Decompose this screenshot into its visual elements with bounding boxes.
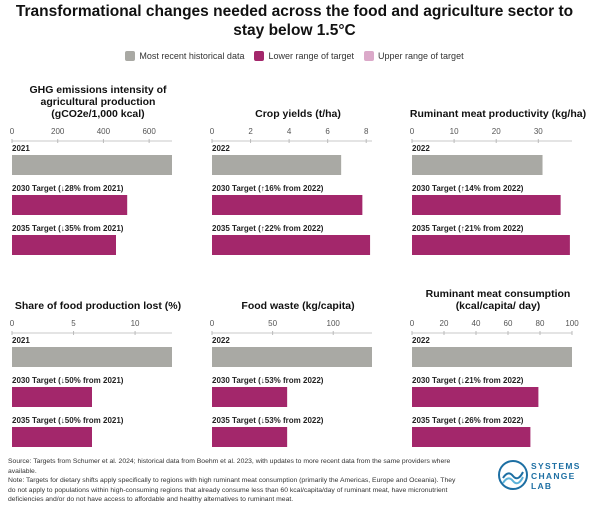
legend-label-upper: Upper range of target — [378, 51, 464, 61]
bar-label: 2030 Target (↓21% from 2022) — [412, 376, 524, 385]
x-tick-label: 0 — [10, 127, 15, 136]
x-tick-label: 10 — [131, 319, 140, 328]
chart-svg: 0 5 10 2021 2030 Target (↓50% from 2021) 2035… — [10, 319, 172, 447]
x-tick-label: 0 — [10, 319, 15, 328]
x-tick-label: 80 — [536, 319, 545, 328]
x-tick-label: 200 — [51, 127, 65, 136]
footer-note: Note: Targets for dietary shifts apply s… — [8, 477, 456, 503]
bar-label: 2035 Target (↑21% from 2022) — [412, 224, 524, 233]
panel-ruminant-consumption: Ruminant meat consumption (kcal/capita/ … — [408, 272, 588, 447]
panel-title: GHG emissions intensity of agricultural … — [29, 84, 167, 120]
bar-historical — [12, 347, 172, 367]
bar-label: 2035 Target (↓26% from 2022) — [412, 416, 524, 425]
bar-label: 2022 — [412, 336, 430, 345]
legend-label-lower: Lower range of target — [268, 51, 355, 61]
legend-swatch-lower — [254, 51, 265, 61]
x-tick-label: 0 — [410, 319, 415, 328]
bar-lower — [12, 427, 92, 447]
panel-ruminant-productivity: Ruminant meat productivity (kg/ha) 0 10 20… — [408, 80, 588, 255]
x-tick-label: 20 — [492, 127, 501, 136]
bar-lower — [412, 387, 539, 407]
bar-lower — [212, 235, 371, 255]
bar-label: 2022 — [212, 144, 230, 153]
legend-item-lower: Lower range of target — [254, 51, 354, 61]
x-tick-label: 2 — [248, 127, 253, 136]
x-tick-label: 10 — [450, 127, 459, 136]
panel-title: Ruminant meat productivity (kg/ha) — [409, 108, 587, 120]
systems-change-lab-logo: SYSTEMS CHANGE LAB — [497, 456, 587, 496]
x-tick-label: 8 — [364, 127, 369, 136]
bar-lower — [12, 387, 92, 407]
bar-historical — [412, 347, 572, 367]
footer-source: Source: Targets from Schumer et al. 2024… — [8, 458, 451, 475]
bar-historical — [212, 155, 342, 175]
bar-label: 2035 Target (↓53% from 2022) — [212, 416, 324, 425]
bar-label: 2035 Target (↓50% from 2021) — [12, 416, 124, 425]
chart-svg: 0 200 400 600 2021 2030 Target (↓28% from 202… — [10, 127, 172, 255]
x-tick-label: 100 — [327, 319, 341, 328]
chart-svg: 0 50 100 2022 2030 Target (↓53% from 2022) 20… — [210, 319, 372, 447]
panel-food-waste: Food waste (kg/capita) 0 50 100 2022 2030 Ta… — [208, 272, 388, 447]
legend-swatch-upper — [364, 51, 375, 61]
legend-label-historical: Most recent historical data — [139, 51, 245, 61]
bar-historical — [12, 155, 172, 175]
chart-svg: 0 10 20 30 2022 2030 Target (↑14% from 2022) 2… — [410, 127, 572, 255]
legend-swatch-historical — [125, 51, 136, 61]
x-tick-label: 0 — [410, 127, 415, 136]
bar-label: 2035 Target (↑22% from 2022) — [212, 224, 324, 233]
bar-label: 2030 Target (↓53% from 2022) — [212, 376, 324, 385]
legend: Most recent historical data Lower range … — [0, 51, 589, 61]
bar-lower — [412, 427, 531, 447]
x-tick-label: 40 — [472, 319, 481, 328]
bar-lower — [412, 235, 570, 255]
bar-historical — [412, 155, 543, 175]
logo-mark-icon — [498, 460, 528, 490]
bar-label: 2030 Target (↑16% from 2022) — [212, 184, 324, 193]
bar-label: 2022 — [412, 144, 430, 153]
panel-title: Share of food production lost (%) — [14, 300, 182, 312]
logo-text-line1: SYSTEMS — [531, 461, 581, 471]
bar-label: 2021 — [12, 336, 30, 345]
bar-label: 2030 Target (↓28% from 2021) — [12, 184, 124, 193]
panel-title: Ruminant meat consumption (kcal/capita/ … — [425, 288, 571, 312]
panel-title: Crop yields (t/ha) — [255, 108, 341, 120]
x-tick-label: 5 — [71, 319, 76, 328]
x-tick-label: 400 — [97, 127, 111, 136]
x-tick-label: 20 — [440, 319, 449, 328]
x-tick-label: 60 — [504, 319, 513, 328]
bar-lower — [412, 195, 561, 215]
logo-text-line2: CHANGE — [531, 471, 576, 481]
x-tick-label: 600 — [142, 127, 156, 136]
bar-historical — [212, 347, 372, 367]
x-tick-label: 30 — [534, 127, 543, 136]
bar-label: 2035 Target (↓35% from 2021) — [12, 224, 124, 233]
x-tick-label: 4 — [287, 127, 292, 136]
x-tick-label: 0 — [210, 127, 215, 136]
bar-lower — [212, 427, 288, 447]
bar-lower — [12, 195, 128, 215]
bar-label: 2030 Target (↓50% from 2021) — [12, 376, 124, 385]
panel-title: Food waste (kg/capita) — [241, 300, 355, 312]
chart-svg: 0 2 4 6 8 2022 2030 Target (↑16% from 2022) 203… — [210, 127, 372, 255]
x-tick-label: 0 — [210, 319, 215, 328]
legend-item-upper: Upper range of target — [364, 51, 464, 61]
bar-lower — [12, 235, 116, 255]
bar-label: 2022 — [212, 336, 230, 345]
chart-title: Transformational changes needed across t… — [15, 3, 574, 39]
bar-lower — [212, 387, 288, 407]
logo-text-line3: LAB — [531, 481, 553, 491]
footer: Source: Targets from Schumer et al. 2024… — [8, 457, 458, 505]
x-tick-label: 6 — [325, 127, 330, 136]
x-tick-label: 50 — [268, 319, 277, 328]
logo-text: SYSTEMS CHANGE LAB — [531, 461, 581, 491]
chart-svg: 0 20 40 60 80 100 2022 2030 Target (↓21% from 2… — [410, 319, 579, 447]
panel-ghg-intensity: GHG emissions intensity of agricultural … — [8, 80, 188, 255]
panel-food-loss: Share of food production lost (%) 0 5 10 20… — [8, 272, 188, 447]
bar-lower — [212, 195, 363, 215]
x-tick-label: 100 — [565, 319, 579, 328]
panel-crop-yields: Crop yields (t/ha) 0 2 4 6 8 2022 2030 Target … — [208, 80, 388, 255]
bar-label: 2030 Target (↑14% from 2022) — [412, 184, 524, 193]
legend-item-historical: Most recent historical data — [125, 51, 244, 61]
bar-label: 2021 — [12, 144, 30, 153]
